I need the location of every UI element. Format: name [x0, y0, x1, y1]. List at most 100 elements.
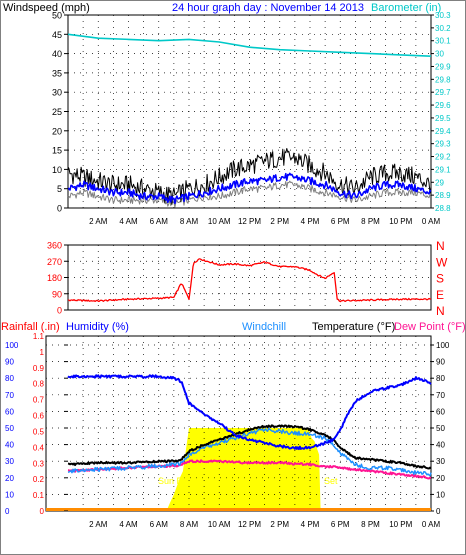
barometer-tick-label: 29.5	[435, 114, 451, 123]
x-tick-label: 10 PM	[389, 520, 412, 529]
barometer-line	[67, 33, 432, 57]
rainfall-axis-title: Rainfall (.in)	[1, 321, 60, 333]
humidity-tick-label: 90	[5, 358, 14, 367]
barometer-tick-label: 29.4	[435, 127, 451, 136]
humidity-tick-label: 20	[5, 474, 14, 483]
windspeed-tick-label: 45	[52, 30, 62, 40]
windspeed-tick-label: 40	[52, 49, 62, 59]
rainfall-tick-label: 0.5	[33, 427, 45, 436]
wind-barometer-panel: Windspeed (mph) 24 hour graph day : Nove…	[3, 2, 451, 226]
temperature-tick-label: 80	[436, 374, 445, 383]
barometer-tick-label: 28.8	[435, 204, 451, 213]
windspeed-tick-label: 5	[57, 184, 62, 194]
x-tick-label: 4 PM	[301, 520, 320, 529]
temperature-tick-label: 60	[436, 407, 445, 416]
temperature-tick-label: 0	[436, 507, 441, 516]
rainfall-tick-label: 0.3	[33, 459, 45, 468]
humidity-tick-label: 40	[5, 441, 14, 450]
humidity-tick-label: 100	[5, 341, 19, 350]
x-tick-label: 8 PM	[361, 217, 380, 226]
sunrise-annotation: Sun Rise	[158, 476, 195, 486]
rainfall-tick-label: 0	[40, 507, 45, 516]
humidity-tick-label: 50	[5, 424, 14, 433]
x-tick-label: 2 PM	[270, 520, 289, 529]
barometer-tick-label: 30.3	[435, 11, 451, 20]
x-tick-label: 10 AM	[208, 217, 231, 226]
windspeed-tick-label: 50	[52, 11, 62, 21]
x-tick-label: 0 AM	[422, 520, 441, 529]
compass-label: S	[436, 272, 444, 286]
x-tick-label: 4 PM	[301, 217, 320, 226]
barometer-axis-title: Barometer (in)	[371, 2, 441, 14]
barometer-tick-label: 28.9	[435, 191, 451, 200]
humidity-tick-label: 80	[5, 374, 14, 383]
rainfall-tick-label: 0.9	[33, 364, 45, 373]
direction-tick-label: 270	[47, 257, 62, 267]
windspeed-line	[67, 172, 432, 205]
windspeed-tick-label: 25	[52, 107, 62, 117]
humidity-tick-label: 70	[5, 391, 14, 400]
x-tick-label: 0 AM	[422, 217, 441, 226]
barometer-tick-label: 30	[435, 50, 444, 59]
barometer-tick-label: 29	[435, 178, 444, 187]
compass-label: W	[436, 255, 448, 269]
wind-average-line	[67, 180, 432, 208]
barometer-tick-label: 29.8	[435, 75, 451, 84]
barometer-tick-label: 29.2	[435, 153, 451, 162]
barometer-tick-label: 29.1	[435, 165, 451, 174]
barometer-tick-label: 29.7	[435, 88, 451, 97]
temperature-line	[67, 424, 432, 470]
solar-area	[167, 428, 321, 511]
temperature-tick-label: 30	[436, 457, 445, 466]
windspeed-tick-label: 0	[57, 204, 62, 214]
temperature-axis-title: Temperature (°F)	[312, 321, 395, 333]
direction-tick-label: 180	[47, 273, 62, 283]
direction-tick-label: 90	[52, 289, 62, 299]
humidity-tick-label: 0	[5, 507, 10, 516]
x-tick-label: 6 AM	[150, 217, 169, 226]
x-tick-label: 12 PM	[238, 217, 261, 226]
temperature-panel: Rainfall (.in) Humidity (%) Windchill Te…	[1, 321, 466, 529]
barometer-tick-label: 29.6	[435, 101, 451, 110]
windspeed-tick-label: 30	[52, 88, 62, 98]
humidity-line	[67, 374, 432, 451]
humidity-axis-title: Humidity (%)	[66, 321, 129, 333]
x-tick-label: 8 AM	[180, 520, 199, 529]
rainfall-tick-label: 0.1	[33, 491, 45, 500]
temperature-tick-label: 10	[436, 490, 445, 499]
sunset-annotation: Set	[324, 476, 338, 486]
x-tick-label: 10 AM	[208, 520, 231, 529]
rainfall-tick-label: 0.2	[33, 475, 45, 484]
x-tick-label: 10 PM	[389, 217, 412, 226]
barometer-tick-label: 29.3	[435, 140, 451, 149]
x-tick-label: 4 AM	[119, 217, 138, 226]
compass-label: N	[436, 304, 445, 318]
direction-tick-label: 360	[47, 241, 62, 251]
compass-label: N	[436, 239, 445, 253]
windspeed-tick-label: 20	[52, 126, 62, 136]
rainfall-tick-label: 0.4	[33, 443, 45, 452]
temperature-tick-label: 40	[436, 441, 445, 450]
x-tick-label: 6 PM	[331, 520, 350, 529]
wind-direction-line	[67, 258, 432, 303]
x-tick-label: 2 AM	[89, 217, 108, 226]
temperature-tick-label: 70	[436, 391, 445, 400]
x-tick-label: 4 AM	[119, 520, 138, 529]
x-tick-label: 6 AM	[150, 520, 169, 529]
dewpoint-axis-title: Dew Point (°F)	[394, 321, 466, 333]
windchill-line	[67, 427, 432, 477]
rainfall-tick-label: 1	[40, 348, 45, 357]
rainfall-tick-label: 1.1	[33, 332, 45, 341]
temperature-tick-label: 50	[436, 424, 445, 433]
windspeed-tick-label: 15	[52, 146, 62, 156]
temperature-tick-label: 90	[436, 358, 445, 367]
chart-title: 24 hour graph day : November 14 2013	[172, 2, 364, 14]
direction-tick-label: 0	[57, 306, 62, 316]
compass-label: E	[436, 288, 444, 302]
humidity-tick-label: 30	[5, 457, 14, 466]
x-tick-label: 6 PM	[331, 217, 350, 226]
windspeed-tick-label: 35	[52, 68, 62, 78]
barometer-tick-label: 30.1	[435, 37, 451, 46]
rainfall-tick-label: 0.8	[33, 380, 45, 389]
